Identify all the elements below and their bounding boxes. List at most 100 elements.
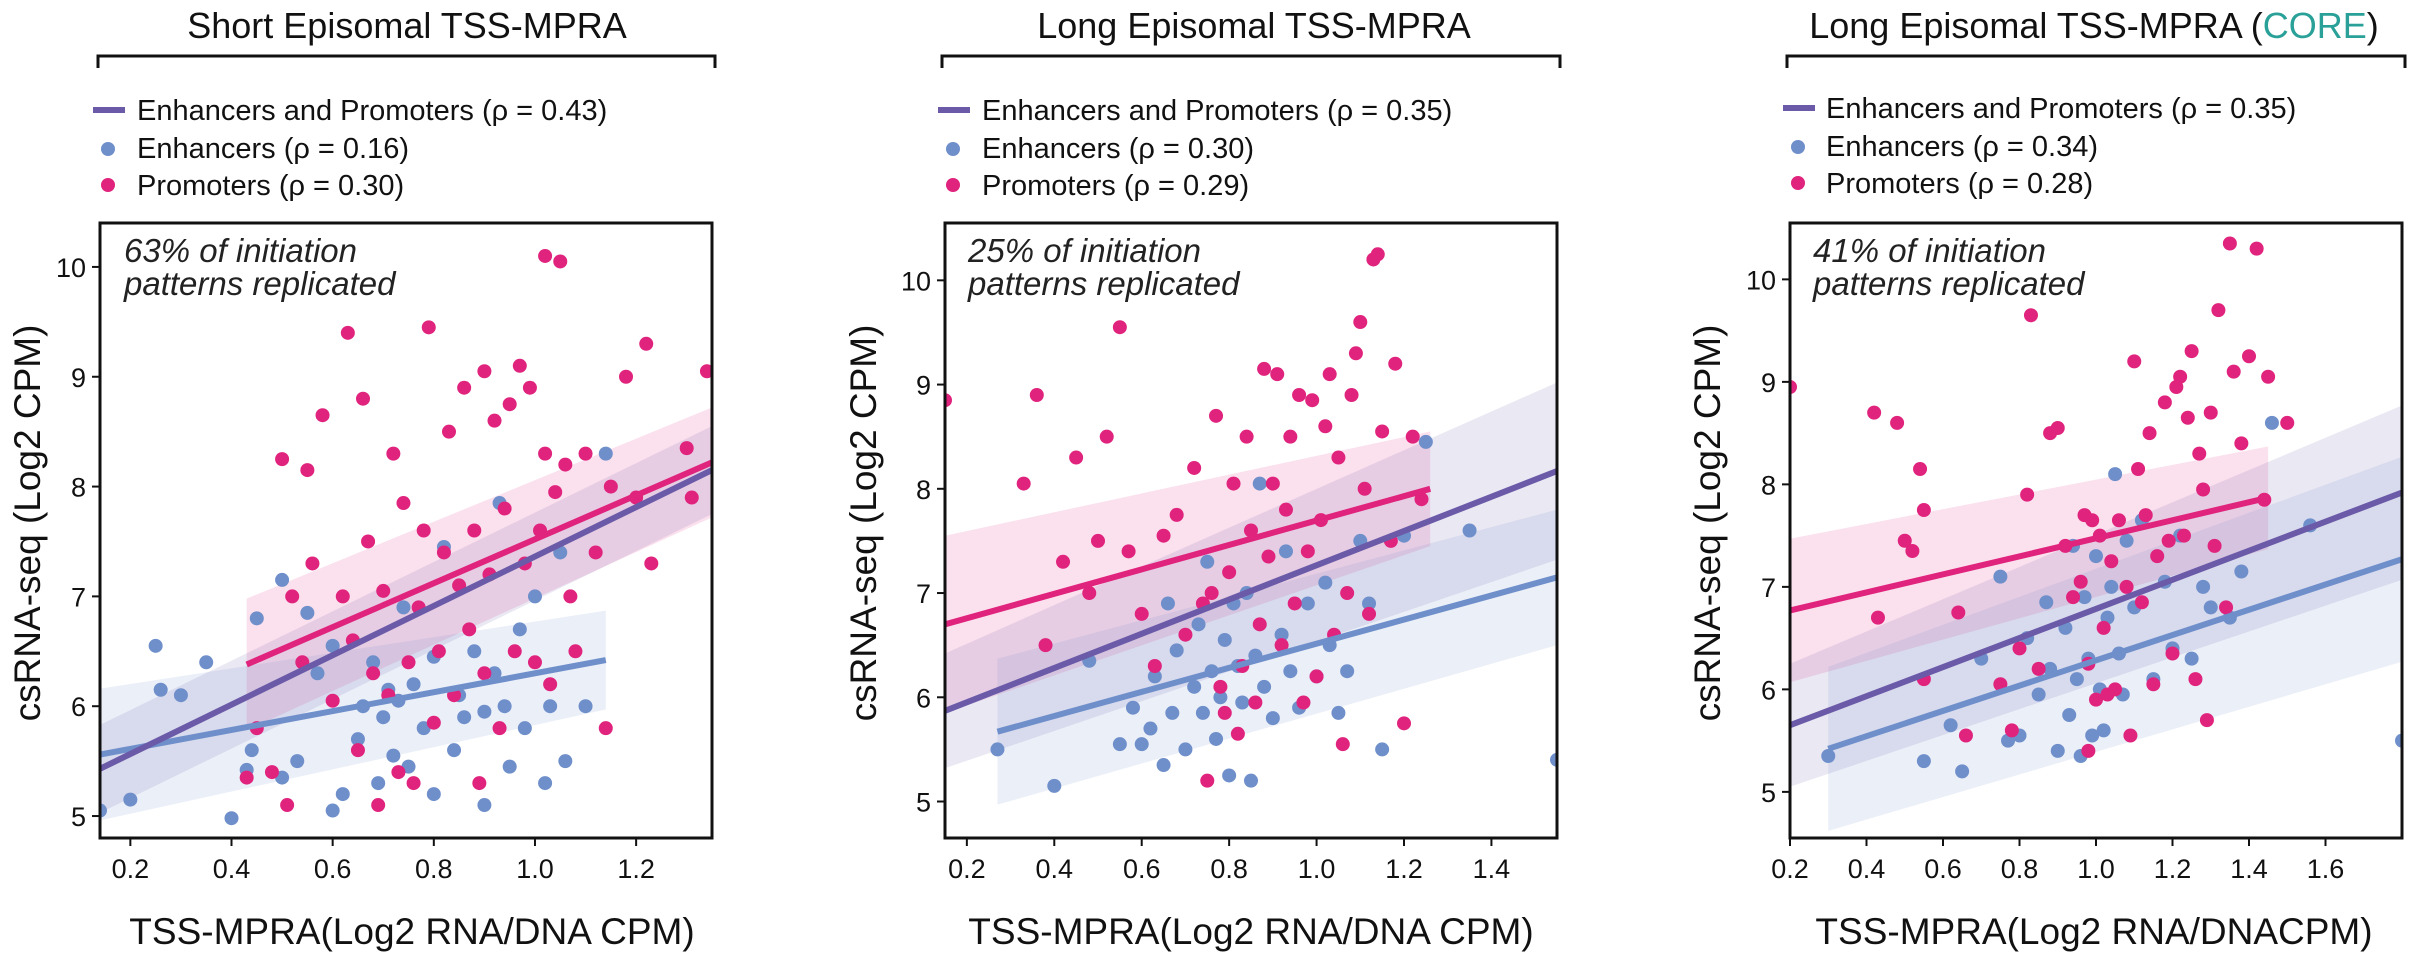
x-tick-label: 0.6 <box>314 854 352 884</box>
promoter-point <box>477 666 492 681</box>
legend-dot-marker <box>946 178 960 192</box>
x-tick-label: 1.0 <box>516 854 554 884</box>
promoter-point <box>1283 429 1298 444</box>
regression-line <box>1790 489 2402 729</box>
y-tick-label: 10 <box>56 253 86 283</box>
promoter-point <box>538 248 553 263</box>
enhancer-point <box>598 446 613 461</box>
y-tick-label: 8 <box>1761 470 1776 500</box>
enhancer-point <box>1213 690 1228 705</box>
regression-line <box>100 467 712 772</box>
promoter-point <box>1790 380 1797 394</box>
promoter-point <box>1187 460 1202 475</box>
promoter-point <box>1099 429 1114 444</box>
promoter-point <box>1905 544 1920 558</box>
regression-line <box>996 574 1557 735</box>
panel-title: Long Episomal TSS-MPRA (CORE) <box>1809 5 2379 46</box>
promoter-point <box>1134 606 1149 621</box>
promoter-point <box>2173 369 2188 384</box>
plot-frame <box>943 221 1559 840</box>
promoter-point <box>1257 361 1272 376</box>
promoter-point <box>1121 544 1136 559</box>
y-tick-label: 6 <box>1761 675 1776 705</box>
promoter-point <box>1213 679 1228 694</box>
promoter-point <box>2176 528 2191 543</box>
enhancer-point <box>517 721 532 736</box>
y-axis-label: csRNA-seq (Log2 CPM) <box>1687 325 1728 722</box>
promoter-point <box>280 798 295 813</box>
promoter-point <box>275 452 290 467</box>
x-tick-label: 1.0 <box>2077 854 2115 884</box>
promoter-point <box>2261 369 2276 384</box>
enhancer-point <box>335 787 350 802</box>
enhancer-point <box>376 710 391 725</box>
promoter-point <box>1112 320 1127 335</box>
enhancer-point <box>1943 718 1958 733</box>
enhancer-point <box>2395 733 2402 748</box>
promoter-point <box>2157 395 2172 410</box>
promoter-point <box>2096 620 2111 635</box>
enhancer-point <box>1143 721 1158 736</box>
promoter-point <box>558 457 573 472</box>
legend: Enhancers and Promoters (ρ = 0.35) Enhan… <box>938 95 1452 202</box>
enhancer-point <box>224 811 239 826</box>
promoter-point <box>2131 462 2146 476</box>
promoter-point <box>1226 476 1241 491</box>
promoter-point <box>2081 743 2096 758</box>
enhancer-point <box>100 803 107 818</box>
enhancer-point <box>1112 737 1127 752</box>
promoter-point <box>1222 565 1237 580</box>
enhancer-point <box>1047 778 1062 793</box>
legend-label: Enhancers and Promoters (ρ = 0.35) <box>982 95 1452 127</box>
promoter-point <box>1178 627 1193 642</box>
promoter-point <box>462 622 477 637</box>
promoter-point <box>639 336 654 351</box>
x-tick-label: 0.4 <box>1036 854 1074 884</box>
promoter-point <box>1200 773 1215 788</box>
promoter-point <box>1217 705 1232 720</box>
promoter-point <box>2226 364 2241 379</box>
promoter-point <box>2085 513 2100 528</box>
promoter-point <box>522 380 537 395</box>
promoter-point <box>1209 408 1224 423</box>
y-tick-label: 6 <box>71 692 86 722</box>
promoter-point <box>305 556 320 571</box>
y-tick-label: 5 <box>71 802 86 832</box>
y-tick-label: 8 <box>71 473 86 503</box>
promoter-point <box>2073 574 2088 589</box>
promoter-point <box>335 589 350 604</box>
legend-label: Enhancers and Promoters (ρ = 0.43) <box>137 95 607 127</box>
enhancer-point <box>1340 664 1355 679</box>
enhancer-point <box>325 803 340 818</box>
enhancer-point <box>148 638 163 653</box>
enhancer-point <box>1200 554 1215 569</box>
legend-dot-marker <box>1791 140 1805 154</box>
x-tick-label: 1.4 <box>1473 854 1511 884</box>
enhancer-point <box>300 605 315 620</box>
x-tick-label: 0.2 <box>948 854 986 884</box>
enhancer-point <box>2062 708 2077 722</box>
regression-line <box>1827 556 2402 752</box>
promoter-point <box>2203 405 2218 420</box>
promoter-point <box>1091 533 1105 548</box>
promoter-point <box>396 496 411 511</box>
promoter-point <box>1362 606 1377 621</box>
promoter-point <box>2234 436 2249 451</box>
enhancer-point <box>1125 700 1140 715</box>
promoter-point <box>2134 595 2149 610</box>
promoter-point <box>568 644 583 659</box>
promoter-point <box>2020 487 2035 502</box>
enhancer-point <box>2203 600 2218 615</box>
promoter-point <box>457 380 472 395</box>
annotation-line: 41% of initiation <box>1813 232 2046 269</box>
promoter-point <box>2192 446 2207 461</box>
x-tick-label: 1.0 <box>1298 854 1336 884</box>
enhancer-point <box>310 666 325 681</box>
promoter-point <box>487 413 502 428</box>
promoter-point <box>2222 236 2237 251</box>
promoter-point <box>376 583 391 598</box>
promoter-point <box>366 666 381 681</box>
enhancer-point <box>1283 664 1298 679</box>
enhancer-point <box>2104 579 2119 594</box>
enhancer-point <box>2089 549 2103 564</box>
